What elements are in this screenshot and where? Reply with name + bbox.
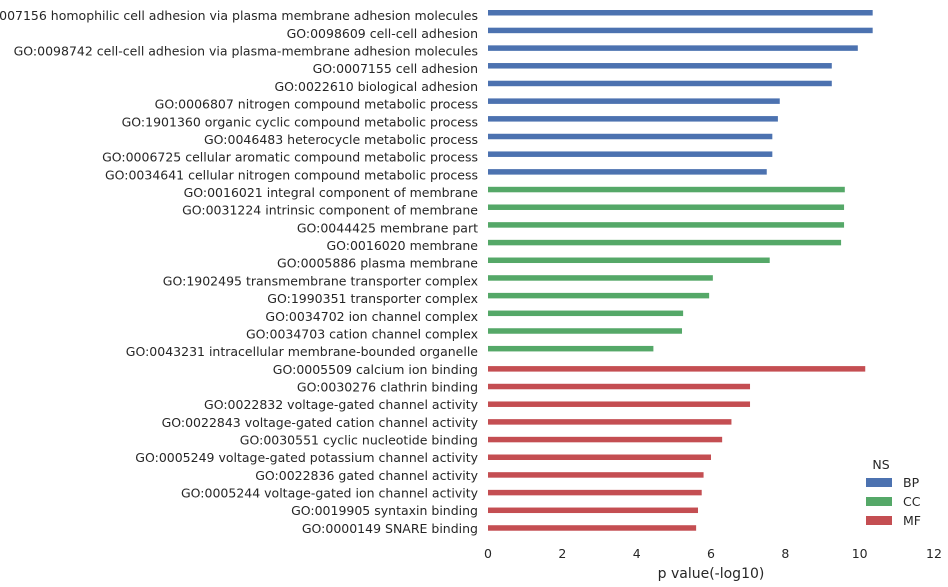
category-label: GO:0005509 calcium ion binding [273, 362, 478, 377]
x-tick-label: 4 [633, 546, 641, 561]
x-tick-label: 0 [484, 546, 492, 561]
x-tick-label: 6 [707, 546, 715, 561]
bar [488, 257, 770, 264]
category-label: GO:1902495 transmembrane transporter com… [163, 273, 478, 288]
bar [488, 419, 732, 425]
legend-label: CC [903, 494, 921, 509]
category-labels-group: GO:0007156 homophilic cell adhesion via … [0, 8, 479, 536]
bar [488, 239, 842, 246]
bar [488, 45, 858, 51]
category-label: GO:0022610 biological adhesion [275, 79, 479, 94]
bar [488, 80, 832, 87]
legend-swatch [866, 478, 892, 487]
bar [488, 328, 683, 334]
bar [488, 10, 873, 16]
category-label: GO:0034703 cation channel complex [246, 326, 478, 341]
category-label: GO:0044425 membrane part [297, 220, 478, 235]
bar [488, 454, 711, 460]
bar [488, 366, 866, 372]
x-tick-label: 12 [926, 546, 942, 561]
bar [488, 275, 713, 281]
bar [488, 489, 702, 496]
category-label: GO:0016021 integral component of membran… [184, 185, 479, 200]
legend-label: BP [903, 475, 920, 490]
legend: NS BP CC MF [866, 457, 921, 528]
bar [488, 472, 704, 478]
category-label: GO:0007155 cell adhesion [313, 61, 478, 76]
bars-group [488, 10, 873, 531]
legend-title: NS [872, 457, 889, 472]
legend-swatch [866, 516, 892, 525]
category-label: GO:0098609 cell-cell adhesion [287, 26, 478, 41]
bar [488, 401, 751, 407]
category-label: GO:1990351 transporter complex [267, 291, 478, 306]
bar [488, 345, 654, 352]
bar [488, 383, 751, 390]
bar [488, 507, 698, 514]
category-label: GO:0005886 plasma membrane [277, 256, 478, 271]
category-label: GO:0006725 cellular aromatic compound me… [102, 150, 478, 165]
category-label: GO:0043231 intracellular membrane-bounde… [126, 344, 479, 359]
bar [488, 27, 873, 34]
bar [488, 151, 773, 157]
x-tick-label: 2 [558, 546, 566, 561]
category-label: GO:0022832 voltage-gated channel activit… [204, 397, 479, 412]
category-label: GO:0046483 heterocycle metabolic process [204, 132, 478, 147]
legend-swatch [866, 497, 892, 506]
bar [488, 436, 723, 443]
category-label: GO:0005244 voltage-gated ion channel act… [181, 486, 479, 501]
category-label: GO:0030276 clathrin binding [297, 379, 478, 394]
category-label: GO:0007156 homophilic cell adhesion via … [0, 8, 478, 23]
x-tick-label: 10 [852, 546, 868, 561]
category-label: GO:0022836 gated channel activity [255, 468, 478, 483]
category-label: GO:0016020 membrane [326, 238, 478, 253]
category-label: GO:0098742 cell-cell adhesion via plasma… [14, 44, 478, 59]
bar [488, 186, 845, 193]
category-label: GO:0034702 ion channel complex [265, 309, 478, 324]
x-axis-label: p value(-log10) [658, 566, 765, 582]
legend-label: MF [903, 513, 921, 528]
bar [488, 98, 780, 104]
bar [488, 116, 778, 122]
category-label: GO:0030551 cyclic nucleotide binding [240, 433, 478, 448]
bar [488, 169, 767, 175]
x-tick-labels-group: 0 2 4 6 8 10 12 [484, 546, 942, 561]
category-label: GO:1901360 organic cyclic compound metab… [122, 114, 478, 129]
bar [488, 133, 773, 140]
bar [488, 222, 845, 228]
bar [488, 292, 710, 299]
category-label: GO:0022843 voltage-gated cation channel … [162, 415, 479, 430]
category-label: GO:0034641 cellular nitrogen compound me… [105, 167, 478, 182]
x-tick-label: 8 [781, 546, 789, 561]
category-label: GO:0000149 SNARE binding [302, 521, 478, 536]
bar [488, 204, 845, 210]
bar [488, 310, 684, 317]
bar [488, 63, 832, 69]
category-label: GO:0005249 voltage-gated potassium chann… [135, 450, 478, 465]
category-label: GO:0019905 syntaxin binding [291, 503, 478, 518]
bar [488, 525, 697, 531]
category-label: GO:0006807 nitrogen compound metabolic p… [155, 97, 478, 112]
category-label: GO:0031224 intrinsic component of membra… [182, 203, 478, 218]
